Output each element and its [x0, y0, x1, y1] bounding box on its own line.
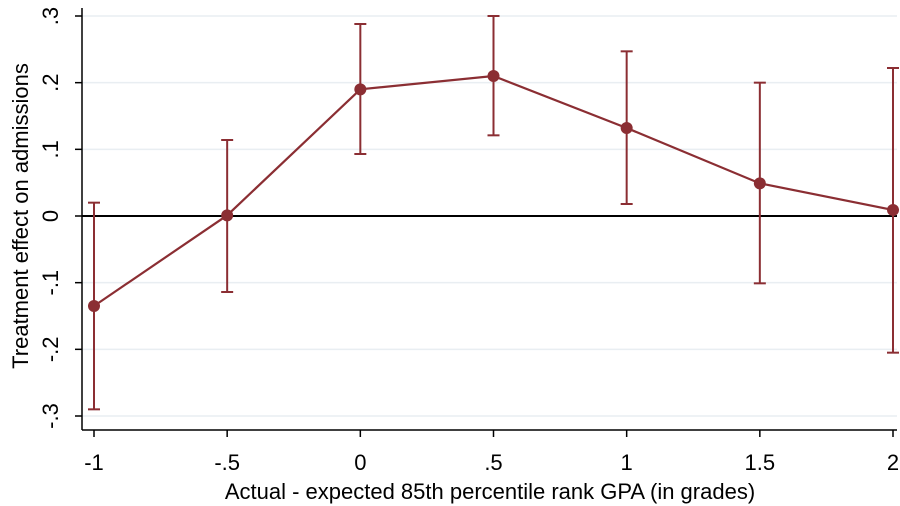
y-tick-label: -.3 — [38, 403, 63, 429]
x-tick-labels: -1 -.5 0 .5 1 1.5 2 — [84, 450, 899, 475]
x-tick-label: .5 — [484, 450, 502, 475]
y-tick-labels: -.3 -.2 -.1 0 .1 .2 .3 — [38, 7, 63, 429]
x-tick-label: -.5 — [214, 450, 240, 475]
x-axis-title: Actual - expected 85th percentile rank G… — [225, 479, 755, 504]
data-point — [620, 122, 633, 134]
y-tick-label: 0 — [38, 210, 63, 222]
data-point — [354, 83, 367, 96]
data-points — [88, 70, 899, 312]
data-point — [753, 177, 766, 190]
y-tick-label: -.1 — [38, 270, 63, 296]
x-tick-label: 0 — [354, 450, 366, 475]
y-tick-label: .2 — [38, 73, 63, 91]
y-axis-title: Treatment effect on admissions — [8, 63, 33, 369]
x-tick-label: 1 — [621, 450, 633, 475]
y-tick-label: .1 — [38, 140, 63, 158]
data-point — [487, 70, 500, 82]
data-point — [88, 300, 100, 312]
y-tick-label: -.2 — [38, 336, 63, 362]
data-point — [221, 209, 234, 222]
x-tick-label: 2 — [887, 450, 899, 475]
data-point — [887, 204, 899, 216]
y-tick-label: .3 — [38, 7, 63, 25]
x-tick-label: 1.5 — [745, 450, 776, 475]
x-tick-label: -1 — [84, 450, 104, 475]
axes — [75, 8, 897, 437]
